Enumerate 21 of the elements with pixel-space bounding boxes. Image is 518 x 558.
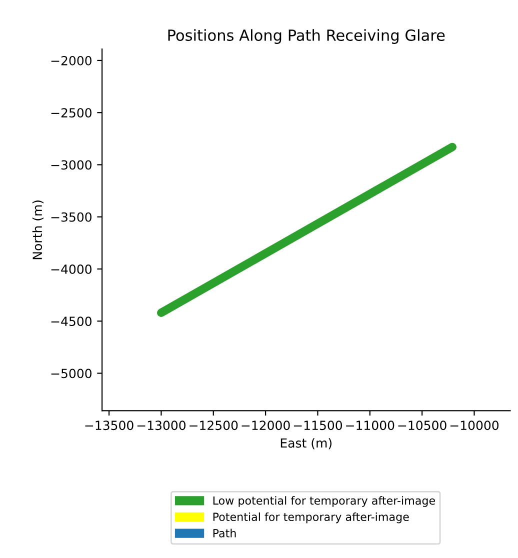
x-tick-label: −13500	[85, 420, 134, 430]
x-tick-label: −11500	[294, 420, 342, 430]
x-tick-label: −10500	[398, 420, 446, 430]
x-tick-label: −12000	[242, 420, 290, 430]
legend-label: Potential for temporary after-image	[213, 512, 409, 524]
y-tick-label: −3000	[51, 160, 92, 170]
x-axis-title: East (m)	[280, 438, 332, 450]
y-tick-label: −2000	[51, 56, 92, 66]
legend-label: Low potential for temporary after-image	[213, 496, 436, 507]
x-tick-label: −13000	[137, 420, 186, 430]
x-tick-label: −10000	[450, 420, 499, 430]
y-tick-label: −3500	[51, 212, 92, 222]
chart-title: Positions Along Path Receiving Glare	[168, 29, 445, 44]
legend-label: Path	[213, 528, 236, 538]
y-axis-title: North (m)	[32, 200, 44, 260]
y-tick-label: −2500	[51, 108, 92, 118]
y-tick-label: −5000	[51, 368, 92, 378]
x-tick-label: −11000	[346, 420, 394, 430]
x-tick-label: −12500	[190, 420, 238, 430]
y-tick-label: −4500	[51, 316, 92, 326]
y-tick-label: −4000	[51, 264, 92, 274]
